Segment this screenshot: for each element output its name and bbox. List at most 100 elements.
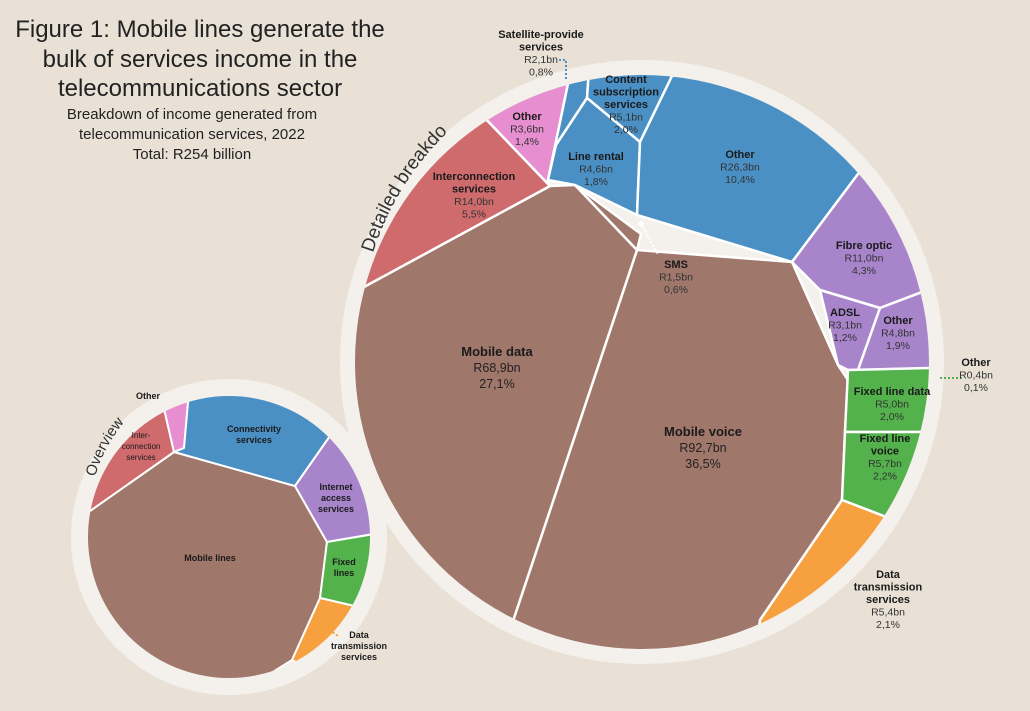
slice-value: R5,0bn [875,399,909,411]
subtitle-line: Total: R254 billion [133,146,251,163]
slice-percent: 1,9% [886,340,910,352]
slice-label: ADSL [830,307,860,319]
overview-label: Mobile lines [184,553,236,563]
slice-percent: 0,8% [529,67,553,79]
overview-label: services [126,453,155,462]
slice-label: Data [876,569,901,581]
data-label: Mobile data R68,9bn 27,1% [461,344,533,391]
slice-label: Line rental [568,151,624,163]
slice-percent: 0,1% [964,382,988,394]
title-block: Figure 1: Mobile lines generate the bulk… [15,16,385,163]
slice-label: Other [725,149,755,161]
slice-value: R2,1bn [524,54,558,66]
sms-marker [638,221,644,227]
overview-label: Fixed [332,557,356,567]
slice-value: R4,8bn [881,328,915,340]
sms-leader [640,223,659,255]
slice-percent: 2,0% [880,411,904,423]
slice-label: Fibre optic [836,240,892,252]
slice-value: R3,6bn [510,124,544,136]
overview-label: services [318,504,354,514]
cell-sms [573,183,643,252]
slice-percent: 36,5% [685,457,720,471]
slice-label: Fixed line [860,433,911,445]
subtitle-line: Breakdown of income generated from [67,106,317,123]
slice-percent: 2,0% [614,124,638,136]
slice-label: services [866,594,910,606]
slice-label: services [604,99,648,111]
slice-label: Other [961,357,991,369]
slice-value: R11,0bn [845,253,884,265]
title-line: Figure 1: Mobile lines generate the [15,16,385,43]
slice-value: R92,7bn [679,441,726,455]
slice-value: R3,1bn [828,320,862,332]
slice-label: Interconnection [433,171,516,183]
slice-label: SMS [664,259,688,271]
slice-percent: 4,3% [852,265,876,277]
slice-label: subscription [593,87,659,99]
overview-label: lines [334,568,355,578]
overview-data-trans-leader [325,627,339,637]
data-trans-leader [827,557,841,569]
overview-label: Connectivity [227,424,281,434]
slice-value: R5,7bn [868,458,902,470]
slice-label: transmission [854,582,923,594]
slice-value: R14,0bn [454,196,494,208]
cell-fixed-line-data [843,366,929,434]
slice-percent: 2,2% [873,471,897,483]
slice-percent: 1,8% [584,176,608,188]
slice-value: R0,4bn [959,370,993,382]
overview-label: Data [349,630,370,640]
slice-label: Satellite-provide [498,29,584,41]
overview-label: services [236,435,272,445]
overview-label: Other [136,391,161,401]
slice-percent: 1,2% [833,332,857,344]
subtitle-line: telecommunication services, 2022 [79,126,305,143]
title-line: telecommunications sector [58,75,342,102]
slice-value: R5,4bn [871,607,905,619]
slice-percent: 2,1% [876,619,900,631]
slice-label: Other [512,111,542,123]
overview-label: Inter- [132,431,151,440]
slice-percent: 5,5% [462,209,486,221]
slice-label: Fixed line data [854,386,931,398]
slice-label: Mobile data [461,344,533,359]
overview-label: transmission [331,641,387,651]
leader-lines [325,59,962,637]
slice-value: R4,6bn [579,164,613,176]
slice-percent: 0,6% [664,284,688,296]
overview-label: access [321,493,351,503]
slice-label: services [519,42,563,54]
overview-label: Internet [319,482,352,492]
overview-label: services [341,652,377,662]
satellite-leader [559,59,567,80]
data-label: Mobile voice R92,7bn 36,5% [664,424,742,471]
slice-percent: 1,4% [515,136,539,148]
slice-value: R1,5bn [659,272,693,284]
slice-value: R26,3bn [720,162,760,174]
slice-value: R68,9bn [473,361,520,375]
slice-label: Content [605,74,647,86]
slice-percent: 27,1% [479,377,514,391]
slice-label: services [452,184,496,196]
slice-label: Other [883,315,913,327]
overview-label: connection [122,442,161,451]
slice-label: voice [871,446,899,458]
slice-percent: 10,4% [725,174,755,186]
slice-label: Mobile voice [664,424,742,439]
title-line: bulk of services income in the [43,46,358,73]
